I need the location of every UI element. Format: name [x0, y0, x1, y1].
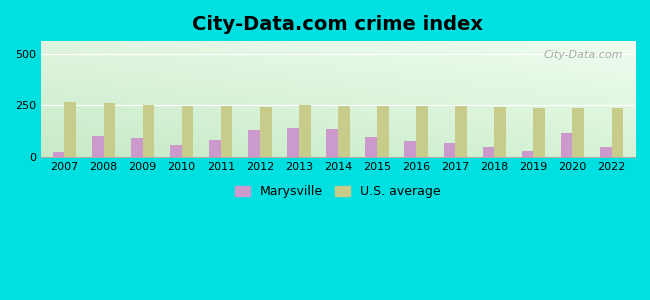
Bar: [534, 107, 545, 157]
Bar: [181, 106, 194, 157]
Bar: [181, 106, 194, 157]
Bar: [573, 107, 584, 157]
Bar: [92, 136, 103, 157]
Bar: [522, 151, 534, 157]
Bar: [494, 107, 506, 157]
Bar: [326, 129, 338, 157]
Bar: [64, 102, 76, 157]
Bar: [299, 105, 311, 157]
Bar: [260, 107, 272, 157]
Bar: [287, 128, 299, 157]
Bar: [455, 106, 467, 157]
Bar: [365, 136, 377, 157]
Bar: [338, 106, 350, 157]
Legend: Marysville, U.S. average: Marysville, U.S. average: [230, 180, 446, 203]
Bar: [482, 146, 494, 157]
Bar: [404, 141, 416, 157]
Bar: [377, 106, 389, 157]
Bar: [365, 136, 377, 157]
Bar: [522, 151, 534, 157]
Bar: [416, 106, 428, 157]
Bar: [221, 106, 233, 157]
Bar: [561, 134, 573, 157]
Bar: [248, 130, 260, 157]
Bar: [455, 106, 467, 157]
Bar: [482, 146, 494, 157]
Bar: [600, 147, 612, 157]
Bar: [142, 105, 154, 157]
Bar: [443, 143, 455, 157]
Bar: [573, 107, 584, 157]
Bar: [53, 152, 64, 157]
Bar: [53, 152, 64, 157]
Bar: [494, 107, 506, 157]
Bar: [416, 106, 428, 157]
Bar: [338, 106, 350, 157]
Bar: [170, 145, 181, 157]
Bar: [64, 102, 76, 157]
Bar: [221, 106, 233, 157]
Bar: [377, 106, 389, 157]
Bar: [209, 140, 221, 157]
Bar: [170, 145, 181, 157]
Bar: [209, 140, 221, 157]
Bar: [92, 136, 103, 157]
Bar: [103, 103, 115, 157]
Bar: [534, 107, 545, 157]
Bar: [600, 147, 612, 157]
Bar: [404, 141, 416, 157]
Text: City-Data.com: City-Data.com: [543, 50, 623, 60]
Bar: [131, 138, 142, 157]
Bar: [142, 105, 154, 157]
Bar: [443, 143, 455, 157]
Bar: [131, 138, 142, 157]
Bar: [299, 105, 311, 157]
Bar: [326, 129, 338, 157]
Bar: [260, 107, 272, 157]
Bar: [248, 130, 260, 157]
Title: City-Data.com crime index: City-Data.com crime index: [192, 15, 484, 34]
Bar: [612, 108, 623, 157]
Bar: [287, 128, 299, 157]
Bar: [103, 103, 115, 157]
Bar: [612, 108, 623, 157]
Bar: [561, 134, 573, 157]
